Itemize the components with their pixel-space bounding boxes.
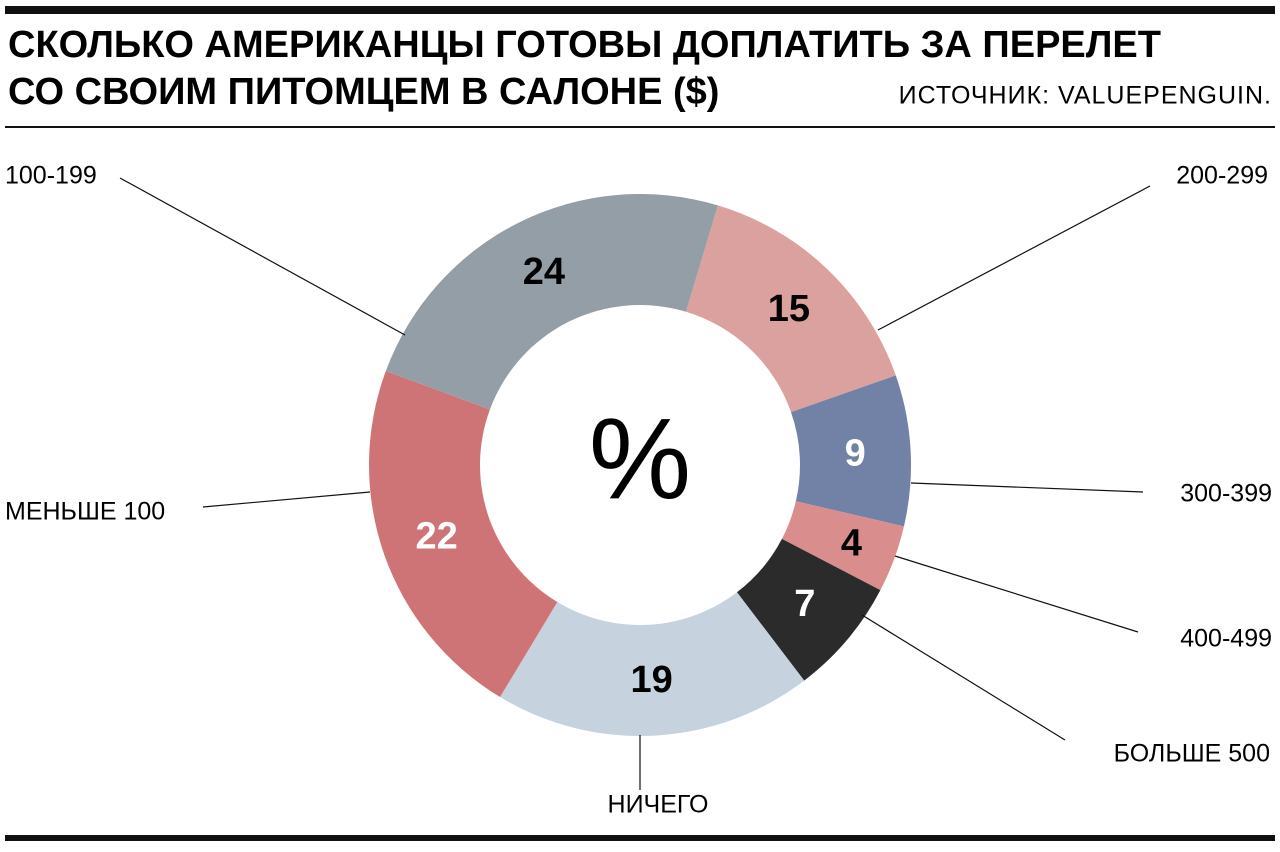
donut-slice — [736, 538, 881, 681]
bottom-rule — [5, 835, 1275, 841]
donut-slice — [385, 193, 718, 410]
top-rule — [5, 6, 1275, 14]
category-label: 400-499 — [1180, 625, 1272, 653]
category-label: 100-199 — [5, 162, 97, 190]
category-label: 300-399 — [1180, 480, 1272, 508]
value-label: 24 — [523, 251, 565, 293]
category-label: БОЛЬШЕ 500 — [1114, 740, 1270, 768]
value-label: 9 — [845, 432, 866, 474]
value-label: 22 — [415, 515, 457, 557]
leader-line — [877, 185, 1151, 331]
donut-slice — [781, 501, 904, 591]
center-label: % — [589, 395, 691, 523]
value-label: 4 — [841, 522, 862, 564]
category-label: НИЧЕГО — [608, 791, 709, 819]
category-label: МЕНЬШЕ 100 — [5, 498, 165, 526]
leader-line — [910, 482, 1144, 493]
chart-title: СКОЛЬКО АМЕРИКАНЦЫ ГОТОВЫ ДОПЛАТИТЬ ЗА П… — [8, 24, 1161, 66]
donut-slice — [791, 375, 912, 527]
chart-title: СО СВОИМ ПИТОМЦЕМ В САЛОНЕ ($) — [8, 71, 719, 113]
donut-slice — [369, 370, 558, 698]
value-label: 7 — [794, 583, 815, 625]
donut-slice — [685, 205, 896, 413]
donut-slice — [500, 592, 805, 736]
leader-line — [861, 614, 1066, 741]
leader-line — [894, 555, 1139, 633]
source: ИСТОЧНИК: VALUEPENGUIN. — [899, 82, 1272, 110]
leader-line — [202, 491, 371, 508]
value-label: 19 — [631, 659, 673, 701]
category-label: 200-299 — [1176, 162, 1268, 190]
value-label: 15 — [768, 288, 810, 330]
leader-line — [119, 177, 406, 336]
